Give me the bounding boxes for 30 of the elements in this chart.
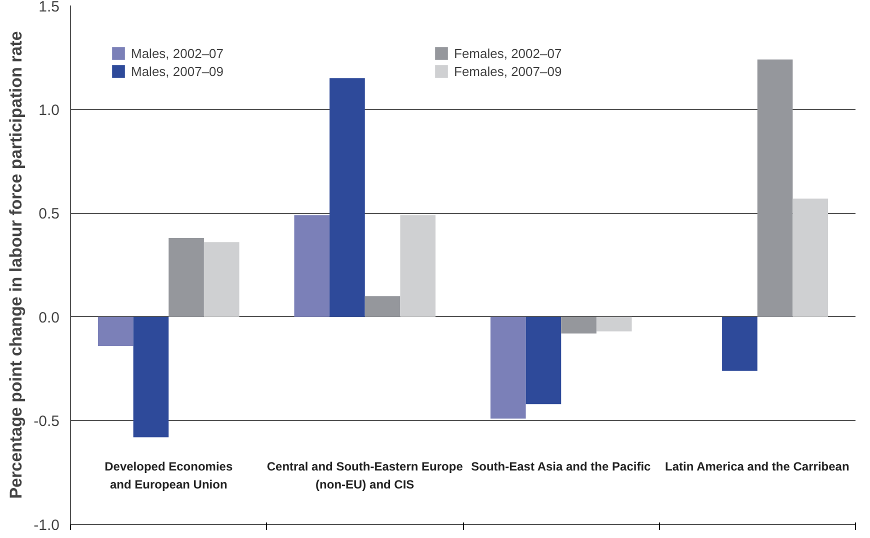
bar bbox=[98, 316, 134, 346]
bar bbox=[204, 242, 240, 317]
y-tick-label: -0.5 bbox=[34, 413, 60, 430]
bar bbox=[596, 316, 632, 332]
x-tick-label: Latin America and the Carribean bbox=[665, 460, 850, 474]
x-tick-label: Central and South-Eastern Europe (non-EU) and CIS bbox=[266, 460, 464, 492]
bar bbox=[364, 296, 400, 317]
bar bbox=[400, 215, 436, 317]
legend-label: Males, 2007–09 bbox=[131, 64, 225, 78]
bar bbox=[133, 316, 169, 438]
bar bbox=[330, 78, 365, 317]
y-tick-label: 1.5 bbox=[38, 0, 60, 16]
bar bbox=[757, 59, 793, 317]
bar bbox=[526, 316, 562, 404]
legend-label: Females, 2002–07 bbox=[454, 46, 563, 60]
y-tick-label: -1.0 bbox=[34, 517, 60, 534]
bar bbox=[168, 238, 204, 317]
y-tick-label: 1.0 bbox=[38, 102, 60, 119]
legend-label: Females, 2007–09 bbox=[454, 64, 563, 78]
bar bbox=[792, 198, 828, 317]
bar bbox=[294, 215, 330, 317]
y-tick-label: 0.5 bbox=[38, 206, 60, 223]
x-tick-label: South-East Asia and the Pacific bbox=[471, 460, 652, 474]
legend-label: Males, 2002–07 bbox=[131, 46, 225, 60]
y-tick-label: 0.0 bbox=[38, 309, 60, 326]
x-tick-label: Developed Economies and European Union bbox=[104, 460, 233, 492]
y-axis-title: Percentage point change in labour force participation rate bbox=[6, 31, 26, 499]
bar bbox=[722, 316, 758, 371]
bar bbox=[561, 316, 596, 334]
bar bbox=[490, 316, 526, 419]
